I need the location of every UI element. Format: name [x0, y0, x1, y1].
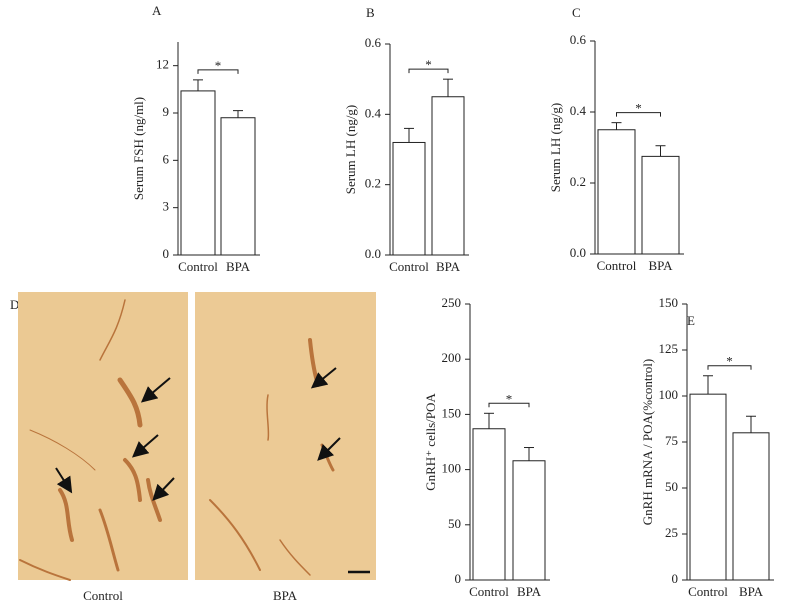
bar	[641, 155, 680, 255]
bar	[431, 96, 465, 256]
micrograph-caption: BPA	[273, 588, 298, 603]
y-tick-label: 250	[442, 295, 462, 310]
significance-label: *	[506, 391, 513, 406]
y-tick-label: 50	[665, 479, 678, 494]
y-tick-label: 75	[665, 433, 678, 448]
y-tick-label: 100	[659, 387, 679, 402]
y-tick-label: 0.0	[570, 245, 586, 260]
y-axis-label: Serum LH (ng/g)	[548, 103, 563, 193]
y-tick-label: 125	[659, 341, 679, 356]
bar	[597, 129, 636, 255]
y-tick-label: 0.0	[365, 246, 381, 261]
bar	[392, 141, 426, 256]
y-tick-label: 0.2	[570, 174, 586, 189]
y-tick-label: 6	[163, 151, 170, 166]
y-tick-label: 50	[448, 516, 461, 531]
panel-label: B	[366, 5, 375, 20]
y-tick-label: 150	[659, 295, 679, 310]
x-tick-label: Control	[597, 258, 637, 273]
micrograph	[195, 292, 376, 580]
significance-bracket	[616, 112, 661, 117]
y-tick-label: 0.6	[570, 32, 587, 47]
y-tick-label: 100	[442, 461, 462, 476]
bar	[220, 117, 256, 256]
significance-bracket	[408, 68, 449, 74]
y-axis-label: GnRH⁺ cells/POA	[423, 393, 438, 491]
x-tick-label: Control	[469, 584, 509, 599]
x-tick-label: BPA	[436, 259, 461, 274]
arrows	[55, 367, 341, 501]
significance-label: *	[425, 57, 432, 72]
y-tick-label: 200	[442, 350, 462, 365]
y-tick-label: 0.2	[365, 176, 381, 191]
y-tick-label: 3	[163, 199, 170, 214]
y-tick-label: 0	[163, 246, 170, 261]
y-tick-label: 25	[665, 525, 678, 540]
significance-label: *	[726, 354, 733, 369]
x-tick-label: BPA	[226, 259, 251, 274]
significance-bracket	[488, 402, 530, 408]
significance-label: *	[215, 58, 222, 73]
panel-label: C	[572, 5, 581, 20]
y-tick-label: 9	[163, 104, 170, 119]
y-tick-label: 150	[442, 405, 462, 420]
y-axis-label: Serum FSH (ng/ml)	[131, 97, 146, 200]
micrograph-caption: Control	[83, 588, 123, 603]
panel-label: E	[687, 313, 695, 328]
y-tick-label: 0	[455, 571, 462, 586]
significance-bracket	[707, 365, 752, 370]
y-tick-label: 0	[672, 571, 679, 586]
bar	[512, 460, 546, 581]
significance-label: *	[635, 101, 642, 116]
panel-label: D	[10, 297, 19, 312]
x-tick-label: Control	[688, 584, 728, 599]
bar	[180, 90, 216, 256]
panel-label: A	[152, 3, 162, 18]
x-tick-label: BPA	[517, 584, 542, 599]
bar	[472, 428, 506, 581]
x-tick-label: BPA	[648, 258, 673, 273]
y-tick-label: 0.4	[570, 103, 587, 118]
y-axis-label: Serum LH (ng/g)	[343, 105, 358, 195]
bar	[689, 393, 727, 581]
significance-bracket	[197, 69, 239, 74]
x-tick-label: Control	[389, 259, 429, 274]
micrograph	[18, 292, 188, 580]
x-tick-label: BPA	[739, 584, 764, 599]
y-axis-label: GnRH mRNA / POA(%control)	[640, 359, 655, 525]
y-tick-label: 0.4	[365, 105, 382, 120]
bar	[732, 432, 770, 581]
x-tick-label: Control	[178, 259, 218, 274]
y-tick-label: 12	[156, 57, 169, 72]
y-tick-label: 0.6	[365, 35, 382, 50]
